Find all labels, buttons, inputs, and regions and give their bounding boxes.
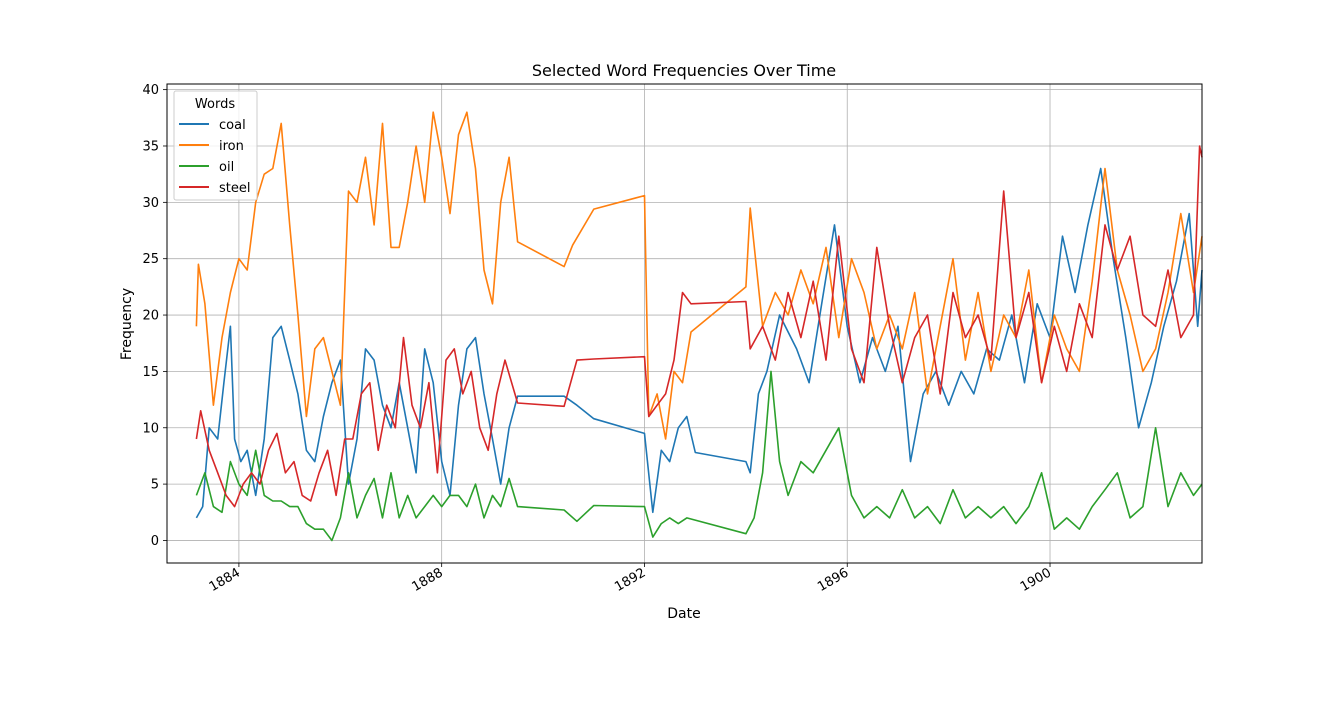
y-axis-label: Frequency <box>119 288 135 360</box>
x-axis-label: Date <box>667 606 700 622</box>
plot-frame <box>166 83 1203 564</box>
series-line-iron <box>195 111 1203 440</box>
y-tick-label: 30 <box>142 196 159 211</box>
y-tick-label: 5 <box>151 478 159 493</box>
y-axis-ticks: 0 5 10 15 20 25 30 35 40 <box>142 83 167 549</box>
y-tick-label: 0 <box>151 534 159 549</box>
series-line-steel <box>195 145 1203 508</box>
y-tick-label: 15 <box>142 365 159 380</box>
y-tick-label: 10 <box>142 421 159 436</box>
series-lines <box>195 111 1203 542</box>
legend-label-iron: iron <box>219 139 244 154</box>
series-line-coal <box>195 167 1203 519</box>
legend-label-steel: steel <box>219 181 250 196</box>
legend-box <box>173 90 258 201</box>
legend-label-coal: coal <box>219 118 246 133</box>
y-tick-label: 40 <box>142 83 159 98</box>
legend-title: Words <box>195 97 235 112</box>
legend-label-oil: oil <box>219 160 234 175</box>
y-tick-label: 25 <box>142 252 159 267</box>
chart-title: Selected Word Frequencies Over Time <box>532 61 836 80</box>
series-line-oil <box>195 370 1203 542</box>
legend: Words coal iron oil steel <box>173 90 258 201</box>
y-tick-label: 20 <box>142 309 159 324</box>
y-tick-label: 35 <box>142 139 159 154</box>
gridlines <box>167 84 1202 563</box>
